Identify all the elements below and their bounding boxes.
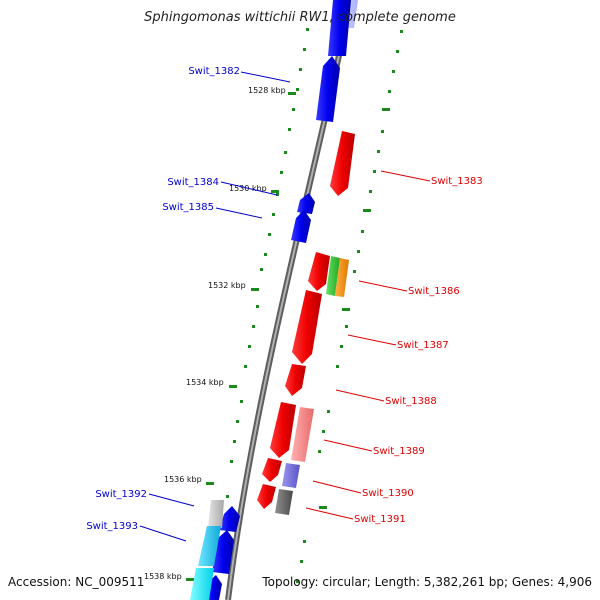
- label-swit-1393[interactable]: Swit_1393: [86, 521, 138, 532]
- outer-major-ticks: [319, 108, 390, 509]
- summary-text: Topology: circular; Length: 5,382,261 bp…: [262, 575, 592, 589]
- label-swit-1385[interactable]: Swit_1385: [162, 202, 214, 213]
- forward-leader-lines: [305, 170, 431, 520]
- label-swit-1382[interactable]: Swit_1382: [188, 66, 240, 77]
- gene-box-swit-1391-gray[interactable]: [275, 489, 293, 515]
- gene-arrow-swit-1383[interactable]: [330, 131, 355, 196]
- gene-arrow-swit-1390[interactable]: [262, 458, 282, 482]
- kbp-label-1538: 1538 kbp: [144, 572, 182, 581]
- gene-arrow-swit-1392-pair[interactable]: [219, 506, 240, 532]
- gene-box-orange[interactable]: [335, 258, 349, 297]
- label-swit-1390[interactable]: Swit_1390: [362, 488, 414, 499]
- outer-tick-track: [296, 30, 403, 583]
- label-swit-1389[interactable]: Swit_1389: [373, 446, 425, 457]
- label-swit-1383[interactable]: Swit_1383: [431, 176, 483, 187]
- reverse-leader-lines: [139, 71, 291, 542]
- kbp-label-1532: 1532 kbp: [208, 281, 246, 290]
- kbp-label-1528: 1528 kbp: [248, 86, 286, 95]
- accession-text: Accession: NC_009511: [8, 575, 145, 589]
- gene-arrow-swit-1385[interactable]: [291, 210, 311, 243]
- label-swit-1388[interactable]: Swit_1388: [385, 396, 437, 407]
- kbp-label-1536: 1536 kbp: [164, 475, 202, 484]
- label-swit-1387[interactable]: Swit_1387: [397, 340, 449, 351]
- map-title: Sphingomonas wittichii RW1, complete gen…: [144, 10, 456, 25]
- reverse-gene-labels: Swit_1382 Swit_1384 Swit_1385 Swit_1392 …: [86, 66, 240, 532]
- kbp-label-1534: 1534 kbp: [186, 378, 224, 387]
- gene-arrow-top-blue[interactable]: [328, 0, 351, 56]
- gene-box-green[interactable]: [326, 256, 340, 296]
- label-swit-1391[interactable]: Swit_1391: [354, 514, 406, 525]
- forward-gene-labels: Swit_1383 Swit_1386 Swit_1387 Swit_1388 …: [354, 176, 483, 525]
- gene-box-swit-1390-violet[interactable]: [282, 463, 300, 488]
- inner-major-ticks: [186, 92, 296, 581]
- gene-arrow-swit-1391[interactable]: [257, 484, 276, 509]
- gene-arrow-swit-1389[interactable]: [270, 402, 296, 458]
- gene-arrow-swit-1384[interactable]: [297, 193, 315, 214]
- gene-arrow-swit-1387[interactable]: [292, 290, 322, 364]
- inner-tick-track: [226, 28, 309, 498]
- gene-box-silver[interactable]: [208, 500, 224, 528]
- gene-box-swit-1389-pink[interactable]: [291, 407, 314, 462]
- gene-arrow-swit-1386[interactable]: [308, 252, 330, 291]
- gene-arrow-swit-1382[interactable]: [316, 56, 340, 122]
- gene-box-swit-1393[interactable]: [190, 568, 214, 600]
- label-swit-1386[interactable]: Swit_1386: [408, 286, 460, 297]
- gene-box-swit-1392[interactable]: [198, 526, 221, 566]
- gene-arrow-swit-1388[interactable]: [285, 364, 306, 396]
- label-swit-1392[interactable]: Swit_1392: [95, 489, 147, 500]
- label-swit-1384[interactable]: Swit_1384: [167, 177, 219, 188]
